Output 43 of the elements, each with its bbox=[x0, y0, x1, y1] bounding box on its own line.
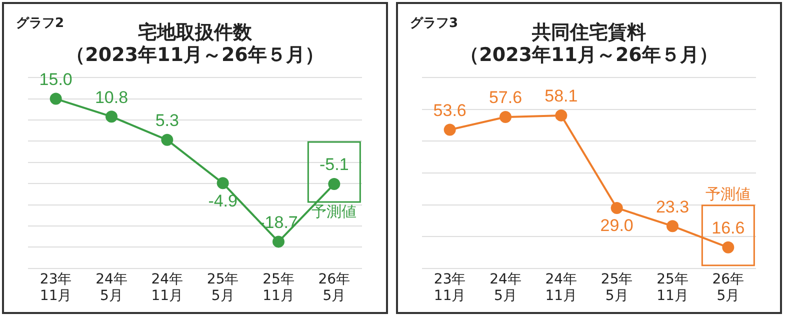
x-tick-label: 24年 5月 bbox=[490, 271, 522, 304]
x-tick-label: 23年 11月 bbox=[434, 271, 466, 304]
x-tick-label: 25年 5月 bbox=[600, 271, 633, 304]
x-tick-label: 26年 5月 bbox=[712, 271, 744, 304]
chart-title: 宅地取扱件数 bbox=[138, 21, 253, 44]
data-label: -18.7 bbox=[259, 212, 298, 232]
point bbox=[555, 109, 568, 122]
data-label: 15.0 bbox=[39, 70, 72, 89]
point bbox=[161, 134, 174, 146]
chart-subtitle: （2023年11月～26年５月） bbox=[66, 44, 324, 66]
chart-subtitle: （2023年11月～26年５月） bbox=[460, 44, 718, 66]
data-label: 53.6 bbox=[433, 100, 466, 120]
x-tick-label: 24年 5月 bbox=[96, 271, 128, 304]
point bbox=[610, 202, 623, 214]
point bbox=[328, 178, 340, 190]
data-label: 10.8 bbox=[94, 88, 128, 107]
data-label: -5.1 bbox=[320, 155, 349, 174]
point bbox=[272, 236, 284, 248]
point bbox=[444, 124, 456, 136]
data-label: 23.3 bbox=[656, 197, 690, 216]
x-tick-label: 23年 11月 bbox=[40, 271, 72, 304]
x-tick-label: 25年 11月 bbox=[656, 271, 688, 304]
data-label: 16.6 bbox=[712, 218, 745, 238]
x-tick-label: 24年 11月 bbox=[151, 271, 184, 304]
chart-title: 共同住宅賃料 bbox=[531, 21, 646, 44]
x-tick-label: 24年 11月 bbox=[545, 271, 578, 304]
text: グラフ3 bbox=[410, 15, 458, 32]
x-tick-label: 26年 5月 bbox=[318, 271, 350, 304]
point bbox=[50, 92, 62, 105]
text: グラフ2 bbox=[16, 15, 64, 32]
point bbox=[722, 241, 734, 254]
point bbox=[106, 110, 118, 123]
point bbox=[500, 111, 512, 124]
point bbox=[216, 177, 229, 190]
data-label: 5.3 bbox=[155, 111, 179, 130]
x-tick-label: 25年 5月 bbox=[206, 271, 239, 304]
data-label: 58.1 bbox=[544, 86, 578, 106]
annotation: 予測値 bbox=[706, 184, 751, 203]
x-tick-label: 25年 11月 bbox=[262, 271, 294, 304]
point bbox=[666, 220, 678, 232]
annotation: 予測値 bbox=[312, 202, 357, 220]
data-label: 29.0 bbox=[600, 216, 634, 236]
data-label: 57.6 bbox=[488, 88, 522, 108]
